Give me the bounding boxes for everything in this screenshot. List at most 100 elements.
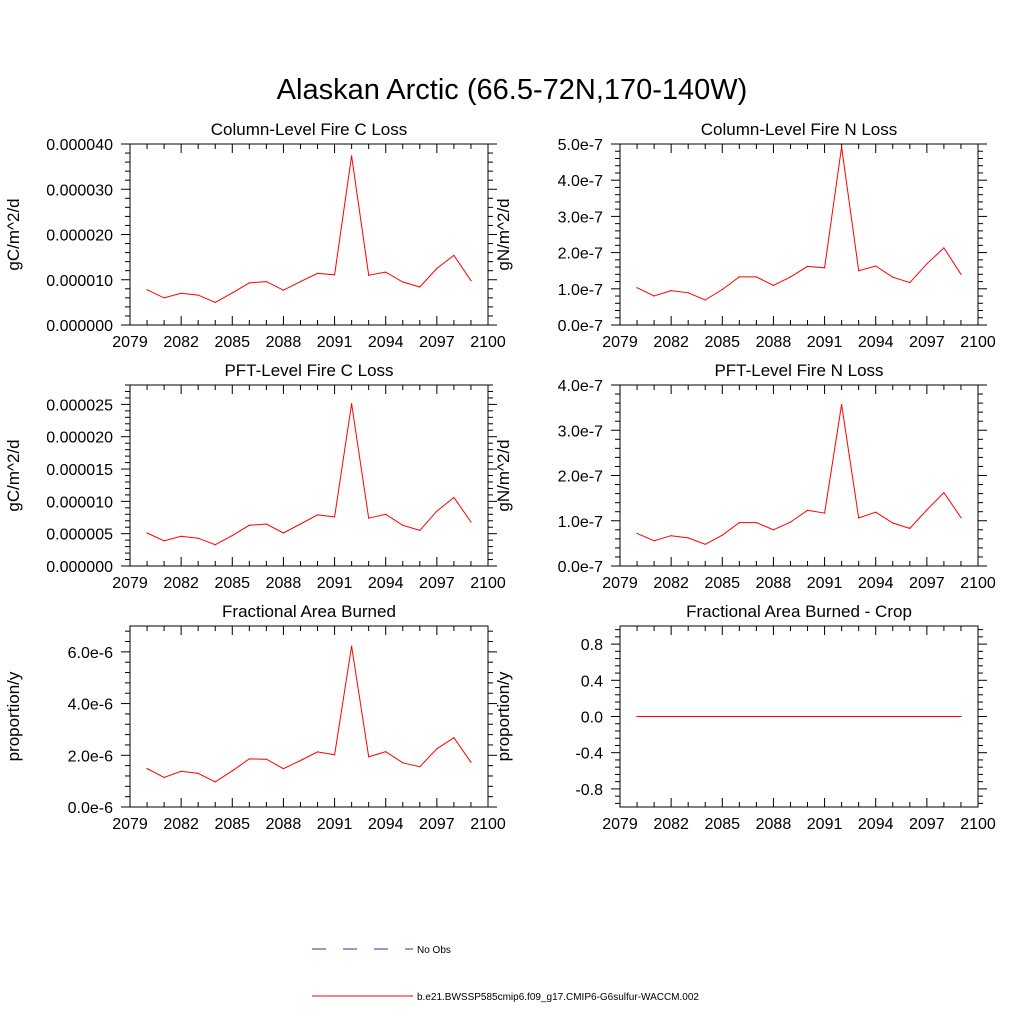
data-point [470,280,472,282]
data-point [841,146,843,148]
x-tick-label: 2079 [112,334,148,351]
y-tick-label: 0.000020 [46,430,113,447]
y-tick-label: 6.0e-6 [68,645,113,662]
data-point [858,715,860,718]
data-point [299,281,302,283]
x-tick-label: 2097 [419,334,455,351]
x-tick-label: 2091 [807,816,843,833]
y-axis-label: gN/m^2/d [494,439,513,511]
data-point [960,715,962,718]
x-tick-label: 2088 [756,575,792,592]
y-tick-label: 0.000020 [46,228,113,245]
plot-frame [129,625,489,808]
data-point [180,292,182,294]
x-tick-label: 2082 [163,575,199,592]
x-tick-label: 2088 [266,334,302,351]
x-tick-label: 2097 [419,816,455,833]
data-point [436,510,438,512]
panel-area-burned-crop: Fractional Area Burned - Crop proportion/… [494,602,996,833]
y-tick-label: 2.0e-6 [68,748,113,765]
x-tick-label: 2094 [858,334,894,351]
data-point [806,265,809,267]
y-tick-label: 0.000010 [46,494,113,511]
data-point [806,715,809,718]
data-point [670,715,672,718]
data-point [772,529,775,531]
data-point [146,532,148,534]
data-point [738,715,740,718]
series-line-pft-c-loss [146,403,472,546]
y-tick-label: 0.000000 [46,559,113,576]
panel-title: PFT-Level Fire C Loss [224,361,393,380]
data-point [231,535,233,537]
data-point [926,715,928,718]
y-tick-label: 2.0e-7 [558,246,603,263]
data-point [163,297,165,299]
data-point [146,767,148,770]
plot-frame [619,143,979,326]
y-tick-label: 5.0e-7 [558,137,603,154]
data-point [926,263,928,265]
x-tick-label: 2082 [163,816,199,833]
y-tick-label: 0.000000 [46,318,113,335]
data-point [368,274,370,276]
data-point [687,292,689,294]
data-point [248,524,250,526]
data-point [960,273,962,275]
data-point [334,274,336,276]
data-point [282,532,284,534]
data-point [231,770,233,772]
data-point [738,522,740,524]
y-tick-label: 0.0e-7 [558,559,603,576]
y-tick-label: 2.0e-7 [558,469,603,486]
data-point [670,535,672,537]
data-point [419,529,421,532]
data-point [299,759,302,762]
x-tick-label: 2097 [909,575,945,592]
x-tick-label: 2088 [756,334,792,351]
x-tick-label: 2085 [214,575,250,592]
y-axis-label: gC/m^2/d [4,439,23,511]
data-point [892,522,894,524]
panel-title: Column-Level Fire C Loss [211,120,408,139]
data-point [197,294,199,296]
data-point [721,715,723,718]
data-point [146,289,148,291]
data-point [436,748,438,750]
data-point [789,276,792,278]
data-point [419,766,421,768]
x-tick-label: 2085 [704,334,740,351]
data-point [636,287,638,289]
data-point [334,516,336,518]
data-point [470,761,472,763]
x-tick-label: 2082 [653,575,689,592]
x-tick-label: 2100 [960,575,996,592]
data-point [841,715,843,718]
data-point [351,155,353,157]
data-point [180,770,182,772]
x-tick-label: 2091 [807,334,843,351]
panel-title: Fractional Area Burned - Crop [686,602,912,621]
data-point [824,512,826,514]
y-tick-label: 0.0e-6 [68,800,113,817]
data-point [892,715,894,718]
x-tick-label: 2082 [653,816,689,833]
data-point [721,288,723,291]
y-tick-label: 4.0e-7 [558,173,603,190]
x-tick-label: 2079 [112,575,148,592]
data-point [385,271,387,273]
data-point [755,522,758,524]
y-tick-label: 0.8 [581,637,603,654]
data-point [653,295,655,297]
legend: No Obs b.e21.BWSSP585cmip6.f09_g17.CMIP6… [312,945,699,1003]
y-axis-label: proportion/y [4,671,23,761]
panel-column-n-loss: Column-Level Fire N Loss gN/m^2/d 2079 2082… [494,120,996,351]
data-point [704,299,706,301]
data-point [402,281,404,283]
data-point [824,267,826,269]
data-point [316,514,319,516]
panel-area-burned: Fractional Area Burned proportion/y 2079 20… [4,602,506,833]
data-point [875,715,877,718]
y-tick-label: 1.0e-7 [558,282,603,299]
data-point [282,768,284,770]
